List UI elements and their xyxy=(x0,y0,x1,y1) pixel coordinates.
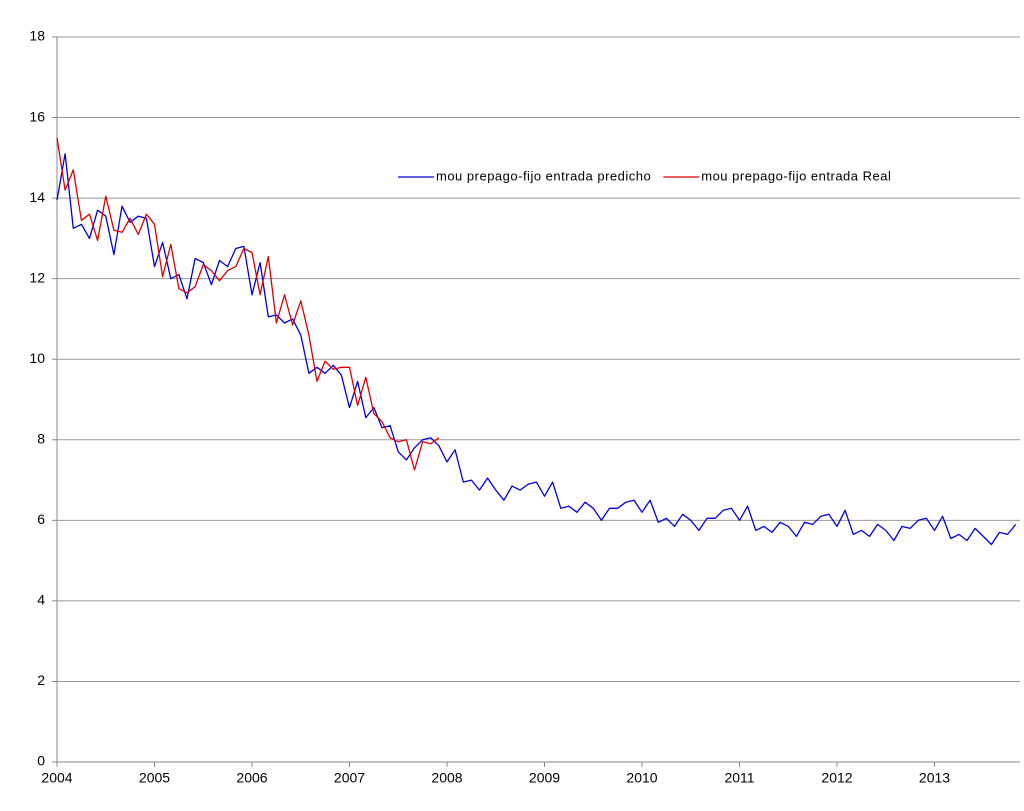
x-tick-label: 2005 xyxy=(139,770,170,786)
y-tick-label: 18 xyxy=(29,28,45,44)
y-tick-label: 14 xyxy=(29,189,45,205)
y-tick-label: 10 xyxy=(29,350,45,366)
y-tick-label: 6 xyxy=(37,511,45,527)
x-tick-label: 2010 xyxy=(626,770,657,786)
series-line xyxy=(56,153,1017,546)
x-tick-label: 2011 xyxy=(724,770,754,786)
x-tick-label: 2006 xyxy=(236,770,267,786)
x-tick-label: 2008 xyxy=(431,770,462,786)
x-tick-label: 2012 xyxy=(821,770,852,786)
y-tick-label: 4 xyxy=(37,592,45,608)
x-tick-label: 2007 xyxy=(334,770,365,786)
legend-label: mou prepago-fijo entrada Real xyxy=(701,168,891,183)
legend: mou prepago-fijo entrada predicho mou pre… xyxy=(398,168,891,183)
x-tick-label: 2004 xyxy=(41,770,72,786)
x-tick-label: 2009 xyxy=(529,770,560,786)
y-tick-label: 8 xyxy=(37,430,45,446)
y-tick-label: 12 xyxy=(29,269,45,285)
legend-label: mou prepago-fijo entrada predicho xyxy=(436,168,651,183)
x-tick-label: 2013 xyxy=(919,770,950,786)
series-line xyxy=(56,137,440,471)
y-tick-label: 16 xyxy=(29,108,45,124)
y-tick-label: 0 xyxy=(37,753,45,769)
y-tick-label: 2 xyxy=(37,672,45,688)
